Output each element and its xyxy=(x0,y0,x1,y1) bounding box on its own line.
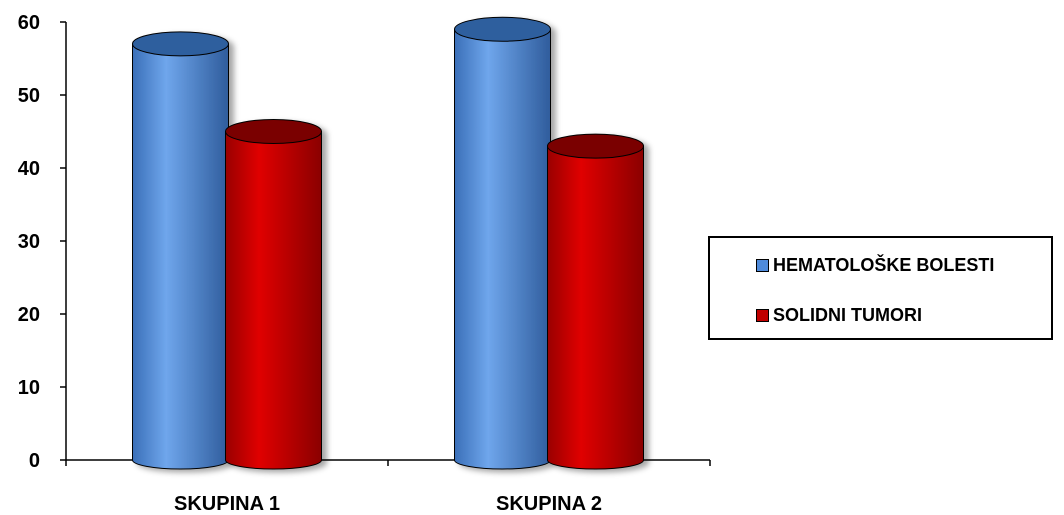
bar-body xyxy=(454,28,551,470)
y-tick-label: 60 xyxy=(18,12,40,34)
bar-hematoloske-1 xyxy=(132,31,229,470)
bar-top xyxy=(547,133,644,159)
legend-label: SOLIDNI TUMORI xyxy=(773,304,922,325)
bar-top xyxy=(225,119,322,144)
bar-top xyxy=(132,31,229,57)
legend-item-solidni: SOLIDNI TUMORI xyxy=(756,304,922,326)
y-tick-label: 10 xyxy=(18,377,40,399)
y-tick-label: 0 xyxy=(29,450,40,472)
category-label: SKUPINA 1 xyxy=(174,493,280,515)
legend-item-hematoloske: HEMATOLOŠKE BOLESTI xyxy=(756,254,994,276)
bar-solidni-1 xyxy=(225,119,322,470)
bar-body xyxy=(132,43,229,470)
bar-top xyxy=(454,16,551,42)
y-tick-label: 20 xyxy=(18,304,40,326)
bar-solidni-2 xyxy=(547,133,644,470)
y-tick-label: 30 xyxy=(18,231,40,253)
bar-body xyxy=(547,145,644,470)
category-labels: SKUPINA 1 SKUPINA 2 xyxy=(174,493,602,515)
y-tick-label: 40 xyxy=(18,158,40,180)
legend-label: HEMATOLOŠKE BOLESTI xyxy=(773,254,995,275)
y-tick-labels: 0 10 20 30 40 50 60 xyxy=(18,12,40,472)
bars xyxy=(132,16,644,470)
bar-body xyxy=(225,131,322,470)
legend-swatch-blue xyxy=(756,258,769,272)
category-label: SKUPINA 2 xyxy=(496,493,602,515)
bar-hematoloske-2 xyxy=(454,16,551,470)
legend-swatch-red xyxy=(756,308,769,322)
legend: HEMATOLOŠKE BOLESTI SOLIDNI TUMORI xyxy=(708,236,1053,340)
y-tick-label: 50 xyxy=(18,85,40,107)
